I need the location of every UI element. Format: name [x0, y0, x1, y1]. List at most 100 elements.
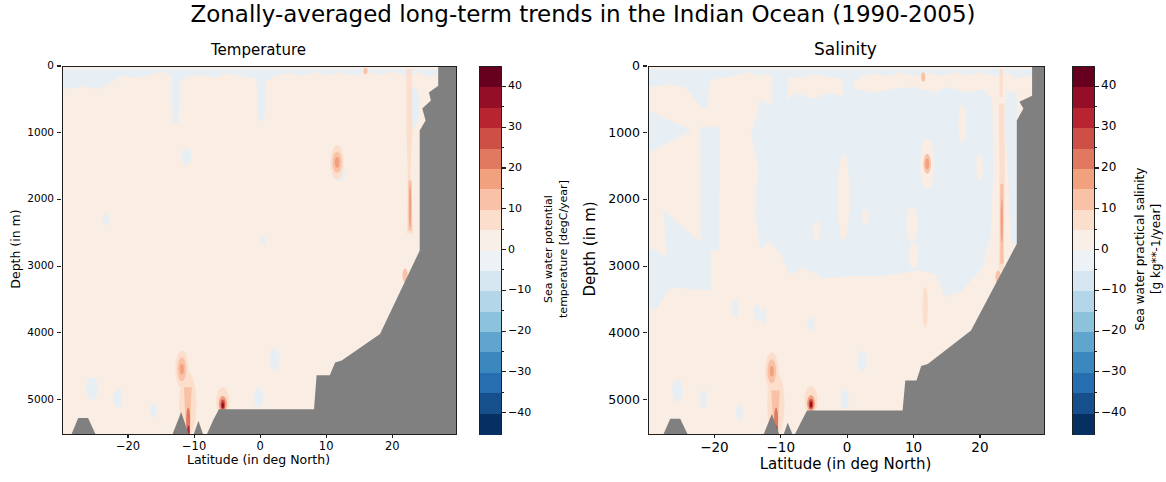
colorbar-tick-mark [501, 412, 506, 413]
colorbar-segment [1073, 271, 1094, 292]
colorbar-segment [480, 189, 501, 210]
x-tick-mark [127, 434, 128, 438]
x-tick-label: 0 [230, 439, 290, 453]
colorbar-tick-label: 10 [1101, 201, 1141, 216]
colorbar-tick-label: 20 [1101, 160, 1141, 175]
y-tick-label: 0 [592, 58, 640, 73]
colorbar-tick-mark [1094, 127, 1099, 128]
y-tick-label: 3000 [6, 258, 54, 273]
contour-patch [925, 159, 929, 170]
colorbar-tick-mark [501, 167, 506, 168]
colorbar-segment [1073, 87, 1094, 108]
contour-patch [222, 402, 224, 408]
colorbar-tick-label: 30 [508, 119, 548, 134]
colorbar-tick-label: 10 [508, 201, 548, 216]
colorbar-segment [480, 149, 501, 170]
colorbar-segment [1073, 312, 1094, 333]
colorbar-segment [480, 312, 501, 333]
x-tick-label: 20 [362, 439, 422, 453]
colorbar-tick-label: 40 [508, 78, 548, 93]
colorbar-tick-label: −30 [1101, 364, 1141, 379]
colorbar-segment [1073, 414, 1094, 435]
colorbar-tick-label: 30 [1101, 119, 1141, 134]
y-tick-label: 5000 [592, 392, 640, 407]
colorbar-label-line2: [g kg**-1/year] [1148, 120, 1164, 378]
y-tick-mark [643, 266, 647, 267]
colorbar-tick-mark [501, 249, 506, 250]
colorbar-tick-mark [1094, 147, 1097, 148]
contour-patch [770, 366, 774, 377]
colorbar-tick-mark [501, 371, 506, 372]
colorbar-segment [1073, 332, 1094, 353]
contour-patch [808, 317, 815, 332]
contour-patch [269, 349, 280, 370]
contour-patch [335, 157, 340, 168]
colorbar-tick-mark [1094, 106, 1097, 107]
colorbar-segment [480, 210, 501, 231]
colorbar-segment [1073, 169, 1094, 190]
colorbar-tick-mark [501, 331, 506, 332]
x-tick-label: 10 [296, 439, 356, 453]
colorbar-tick-label: 0 [508, 242, 548, 257]
contour-patch [150, 403, 157, 418]
panel-title-temperature: Temperature [62, 41, 455, 59]
colorbar-tick-label: −20 [1101, 323, 1141, 338]
contour-patch [909, 242, 918, 269]
colorbar-tick-label: 20 [508, 160, 548, 175]
colorbar-tick-mark [501, 392, 504, 393]
y-tick-label: 2000 [592, 191, 640, 206]
colorbar-tick-mark [1094, 86, 1099, 87]
contour-patch [813, 221, 820, 241]
contour-patch [700, 127, 719, 250]
x-tick-label: 10 [884, 439, 944, 455]
colorbar-segment [1073, 352, 1094, 373]
colorbar-segment [1073, 251, 1094, 272]
contour-patch [862, 208, 868, 225]
colorbar-tick-mark [1094, 229, 1097, 230]
colorbar-tick-mark [501, 351, 504, 352]
contour-patch [364, 68, 368, 75]
x-tick-label: −10 [164, 439, 224, 453]
figure: Zonally-averaged long-term trends in the… [0, 0, 1166, 482]
x-tick-mark [780, 434, 781, 438]
colorbar-segment [480, 373, 501, 394]
colorbar-tick-mark [501, 310, 504, 311]
x-axis-label-temperature: Latitude (in deg North) [62, 452, 455, 467]
colorbar-label-line2: temperature [degC/year] [557, 126, 572, 372]
contour-patch [180, 364, 184, 375]
contour-patch [113, 389, 122, 408]
y-tick-mark [57, 132, 61, 133]
colorbar-tick-label: 0 [1101, 242, 1141, 257]
colorbar-segment [480, 414, 501, 435]
x-tick-mark [979, 434, 980, 438]
colorbar-tick-mark [1094, 269, 1097, 270]
colorbar-segment [480, 332, 501, 353]
colorbar-tick-mark [1094, 188, 1097, 189]
y-tick-label: 1000 [6, 125, 54, 140]
panel-title-salinity: Salinity [648, 39, 1043, 59]
y-tick-mark [643, 399, 647, 400]
colorbar-tick-mark [501, 269, 504, 270]
contour-patch [976, 154, 983, 181]
contour-patch [838, 154, 850, 241]
colorbar-tick-mark [1094, 412, 1099, 413]
colorbar-segment [1073, 230, 1094, 251]
y-tick-label: 0 [6, 58, 54, 73]
y-tick-mark [57, 332, 61, 333]
contour-patch [858, 351, 867, 371]
colorbar-tick-label: −10 [1101, 282, 1141, 297]
contour-patch [261, 235, 266, 246]
y-tick-label: 5000 [6, 392, 54, 407]
x-tick-label: 0 [817, 439, 877, 455]
colorbar-segment [480, 108, 501, 129]
colorbar-segment [1073, 373, 1094, 394]
colorbar-segment [480, 230, 501, 251]
colorbar-segment [480, 352, 501, 373]
y-tick-label: 1000 [592, 125, 640, 140]
contour-patch [699, 390, 707, 409]
contour-patch [923, 287, 928, 327]
colorbar-tick-label: −40 [508, 405, 548, 420]
y-tick-label: 3000 [592, 258, 640, 273]
contour-patch [751, 87, 993, 297]
y-tick-mark [643, 332, 647, 333]
